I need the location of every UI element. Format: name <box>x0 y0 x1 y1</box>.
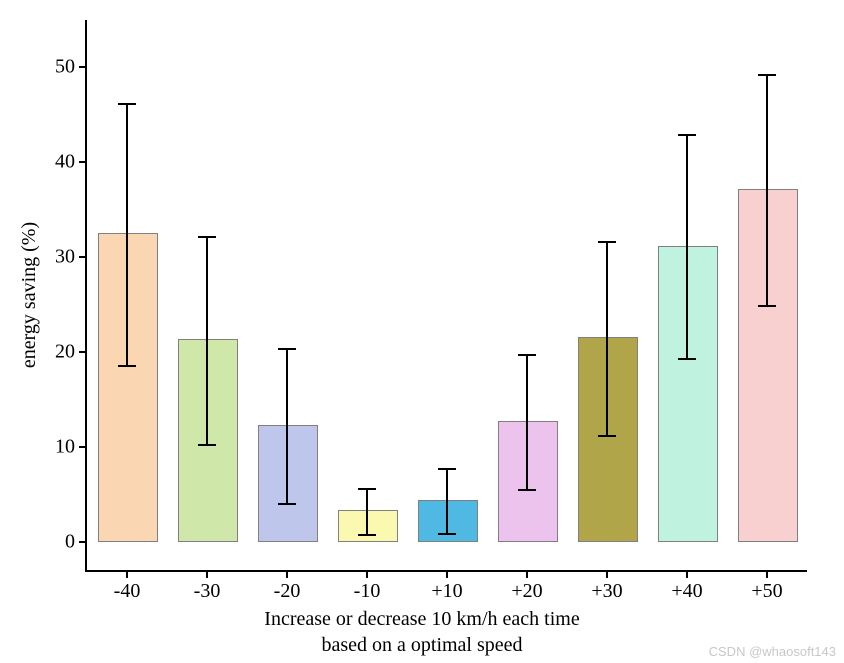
y-tick <box>79 351 87 353</box>
x-tick-label: +40 <box>671 580 702 603</box>
error-cap-bottom <box>678 358 696 360</box>
y-tick <box>79 256 87 258</box>
x-tick <box>766 570 768 578</box>
error-cap-top <box>118 103 136 105</box>
plot-area: 01020304050-40-30-20-10+10+20+30+40+50 <box>85 20 807 572</box>
error-bar <box>686 135 688 360</box>
error-bar <box>126 104 128 366</box>
error-bar <box>366 489 368 535</box>
error-cap-top <box>278 348 296 350</box>
x-tick-label: +50 <box>751 580 782 603</box>
x-tick-label: -20 <box>274 580 301 603</box>
error-cap-top <box>438 468 456 470</box>
y-axis-label: energy saving (%) <box>18 222 41 368</box>
error-cap-bottom <box>598 435 616 437</box>
x-tick-label: +10 <box>431 580 462 603</box>
error-cap-top <box>358 488 376 490</box>
x-tick-label: -30 <box>194 580 221 603</box>
y-tick-label: 50 <box>55 56 75 79</box>
error-bar <box>446 469 448 534</box>
x-axis-label-line2: based on a optimal speed <box>321 634 522 657</box>
x-tick <box>446 570 448 578</box>
x-axis-label-line1: Increase or decrease 10 km/h each time <box>264 608 579 631</box>
error-bar <box>606 242 608 436</box>
error-bar <box>766 75 768 306</box>
error-cap-bottom <box>358 534 376 536</box>
x-tick-label: +30 <box>591 580 622 603</box>
error-cap-top <box>758 74 776 76</box>
watermark: CSDN @whaosoft143 <box>709 644 836 659</box>
y-tick <box>79 161 87 163</box>
error-cap-bottom <box>438 533 456 535</box>
error-cap-bottom <box>278 503 296 505</box>
y-tick-label: 0 <box>65 530 75 553</box>
x-tick <box>526 570 528 578</box>
error-cap-top <box>198 236 216 238</box>
x-tick <box>606 570 608 578</box>
error-cap-bottom <box>518 489 536 491</box>
y-tick <box>79 66 87 68</box>
error-cap-top <box>518 354 536 356</box>
error-cap-bottom <box>198 444 216 446</box>
y-tick-label: 20 <box>55 340 75 363</box>
error-cap-top <box>598 241 616 243</box>
y-tick <box>79 541 87 543</box>
x-tick <box>686 570 688 578</box>
x-tick-label: -10 <box>354 580 381 603</box>
x-tick <box>126 570 128 578</box>
y-tick-label: 40 <box>55 151 75 174</box>
error-bar <box>526 355 528 491</box>
chart-container: 01020304050-40-30-20-10+10+20+30+40+50 e… <box>0 0 844 663</box>
y-tick-label: 10 <box>55 435 75 458</box>
y-tick <box>79 446 87 448</box>
x-tick <box>286 570 288 578</box>
x-tick <box>366 570 368 578</box>
error-cap-bottom <box>118 365 136 367</box>
x-tick-label: -40 <box>114 580 141 603</box>
error-bar <box>206 237 208 445</box>
error-cap-top <box>678 134 696 136</box>
x-tick-label: +20 <box>511 580 542 603</box>
y-tick-label: 30 <box>55 246 75 269</box>
x-tick <box>206 570 208 578</box>
error-cap-bottom <box>758 305 776 307</box>
error-bar <box>286 349 288 504</box>
